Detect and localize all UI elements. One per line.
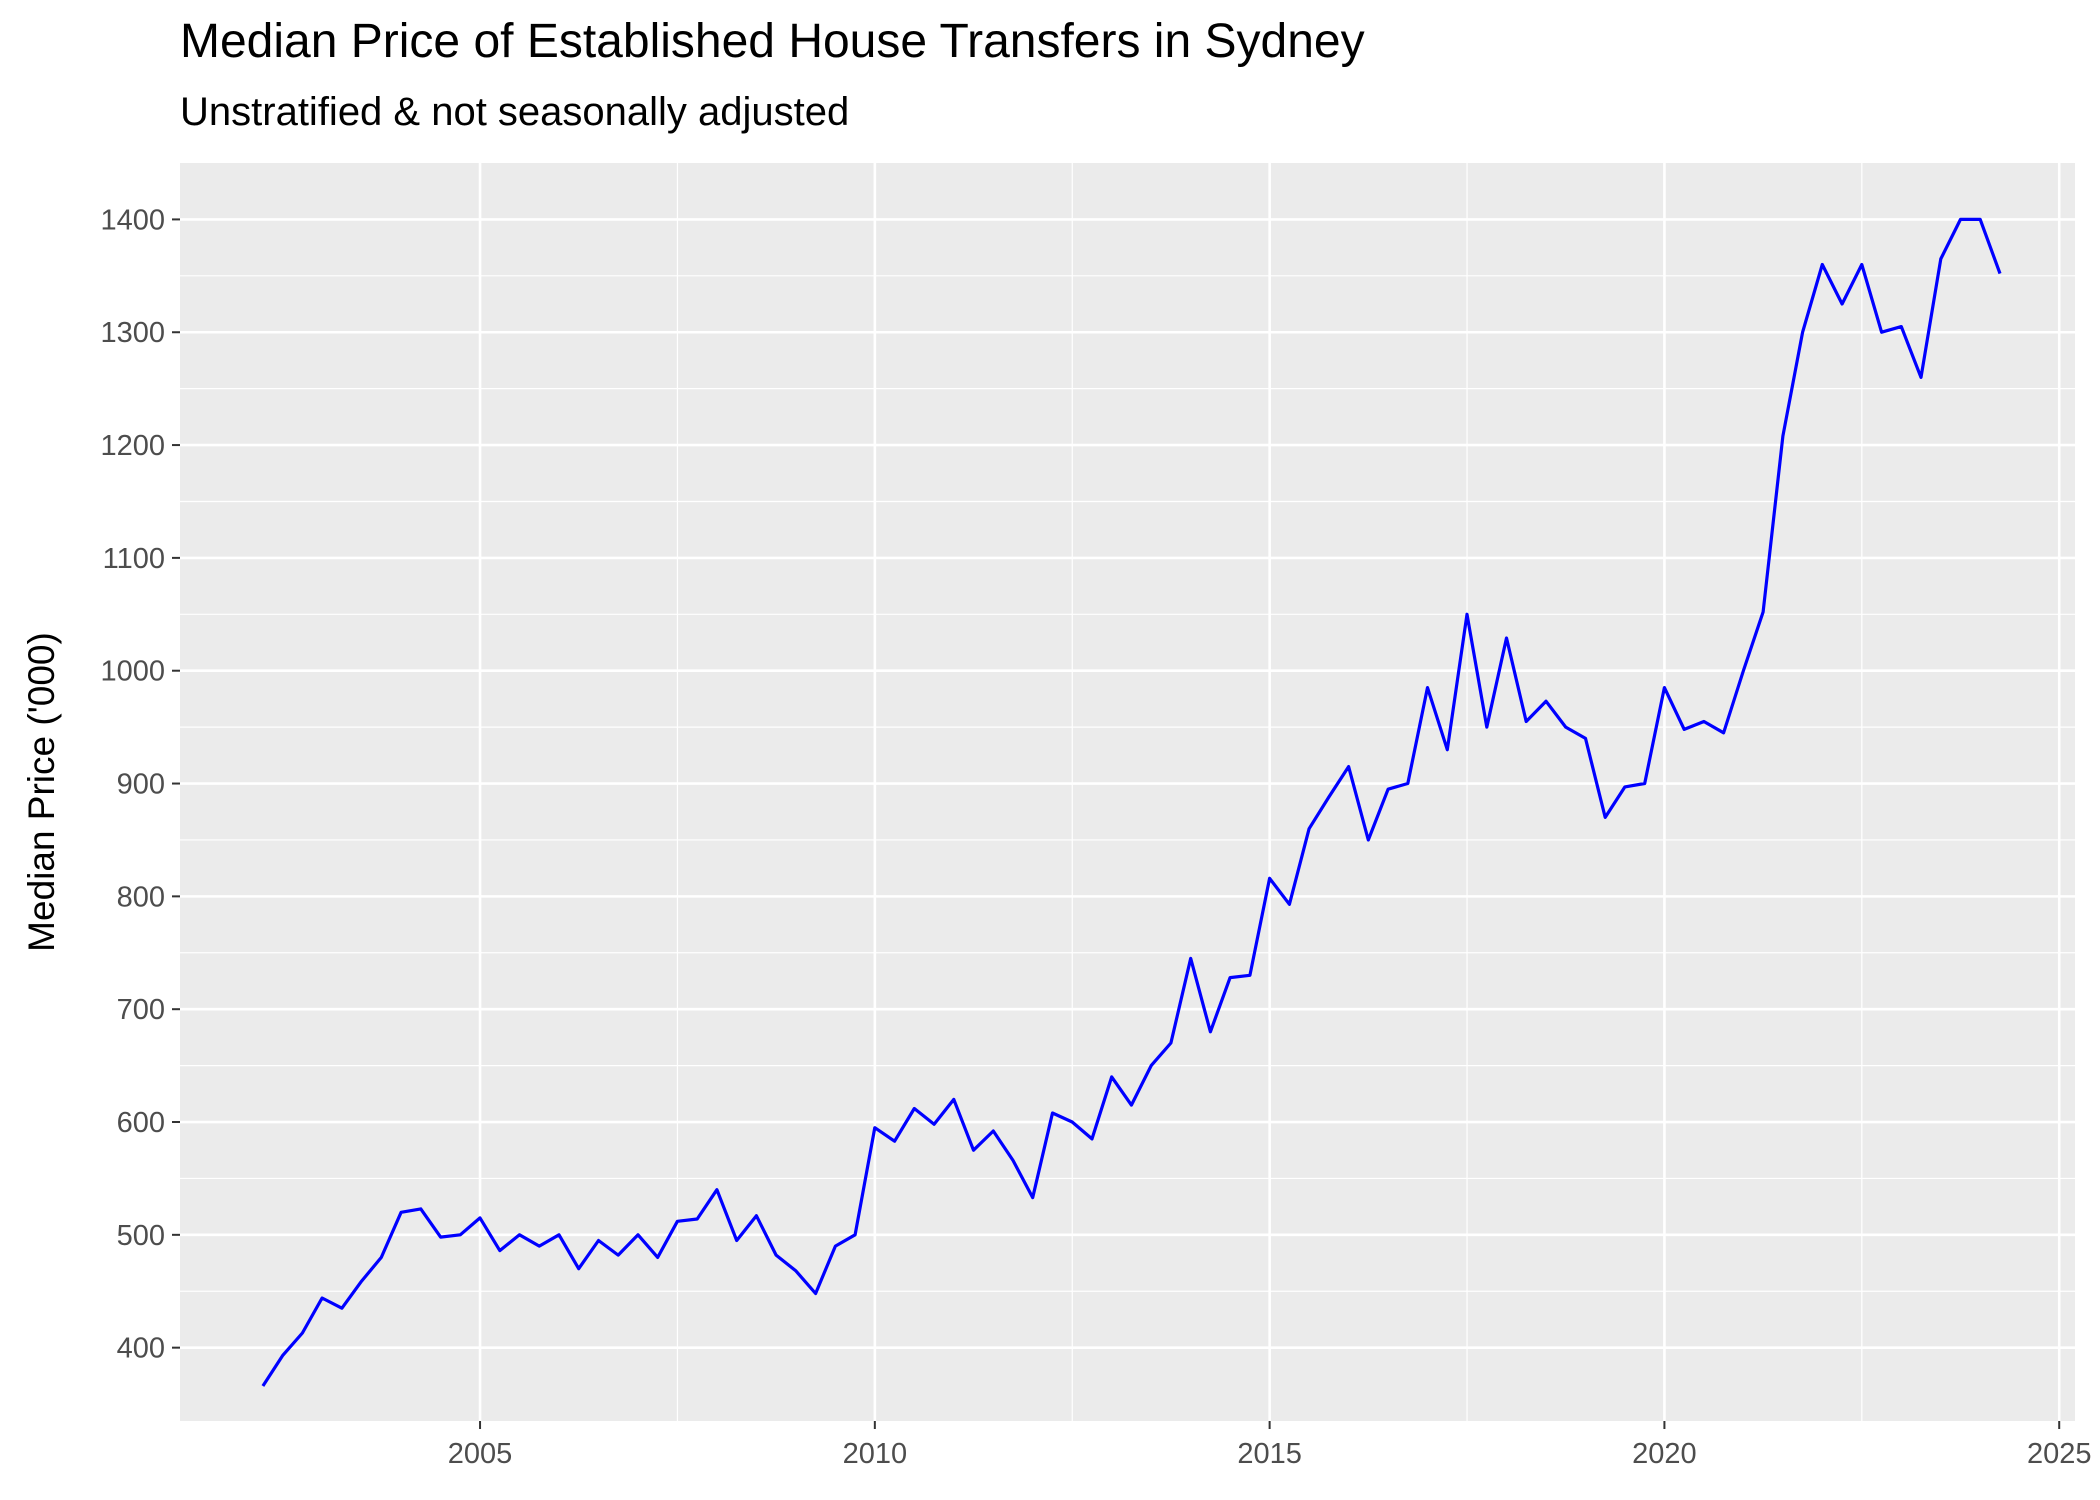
y-axis: 400 500 600 700 800 900 1000 1100 1200 1300 1400: [100, 204, 180, 1365]
y-tick-label: 1200: [100, 430, 165, 462]
chart-title: Median Price of Established House Transf…: [180, 15, 1365, 68]
plot-panel: [180, 163, 2075, 1421]
y-tick-label: 1100: [103, 543, 165, 575]
x-tick-label: 2015: [1237, 1438, 1302, 1470]
y-tick-label: 400: [117, 1333, 165, 1365]
y-tick-label: 1400: [100, 204, 165, 236]
x-tick-label: 2010: [843, 1438, 908, 1470]
y-tick-label: 700: [117, 994, 165, 1026]
x-tick-label: 2025: [2027, 1438, 2092, 1470]
y-axis-title: Median Price ('000): [21, 632, 62, 952]
y-tick-label: 900: [117, 769, 165, 801]
y-tick-label: 500: [117, 1220, 165, 1252]
x-tick-label: 2020: [1632, 1438, 1697, 1470]
x-axis: 2005 2010 2015 2020 2025: [448, 1421, 2092, 1470]
y-tick-label: 1000: [100, 656, 165, 688]
chart-subtitle: Unstratified & not seasonally adjusted: [180, 90, 850, 134]
y-tick-label: 600: [117, 1107, 165, 1139]
median-price-line: [261, 217, 2002, 1387]
y-tick-label: 1300: [100, 317, 165, 349]
gridlines: [180, 163, 2075, 1421]
x-tick-label: 2005: [448, 1438, 513, 1470]
y-tick-label: 800: [117, 881, 165, 913]
